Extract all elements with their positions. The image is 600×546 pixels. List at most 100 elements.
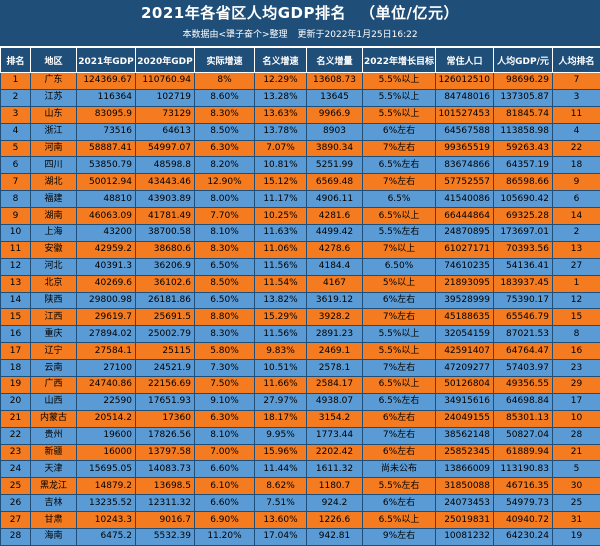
- table-cell[interactable]: 98696.29: [494, 73, 553, 90]
- table-cell[interactable]: 40269.6: [77, 275, 136, 292]
- table-cell[interactable]: 1180.7: [307, 478, 363, 495]
- table-cell[interactable]: 福建: [31, 191, 77, 208]
- table-cell[interactable]: 25691.5: [136, 309, 195, 326]
- table-cell[interactable]: 50126804: [436, 377, 494, 394]
- table-cell[interactable]: 38700.58: [136, 225, 195, 242]
- table-cell[interactable]: 16000: [77, 444, 136, 461]
- column-header[interactable]: 人均排名: [553, 48, 600, 73]
- table-cell[interactable]: 13.63%: [255, 106, 307, 123]
- table-cell[interactable]: 8%: [195, 73, 255, 90]
- table-cell[interactable]: 13608.73: [307, 73, 363, 90]
- table-cell[interactable]: 46063.09: [77, 208, 136, 225]
- table-cell[interactable]: 7%左右: [363, 309, 436, 326]
- table-cell[interactable]: 13: [1, 275, 31, 292]
- table-cell[interactable]: 48598.8: [136, 157, 195, 174]
- table-cell[interactable]: 6.30%: [195, 410, 255, 427]
- table-cell[interactable]: 46716.35: [494, 478, 553, 495]
- table-cell[interactable]: 9.10%: [195, 393, 255, 410]
- table-cell[interactable]: 22: [1, 427, 31, 444]
- table-cell[interactable]: 5251.99: [307, 157, 363, 174]
- table-cell[interactable]: 5%以上: [363, 275, 436, 292]
- table-cell[interactable]: 173697.01: [494, 225, 553, 242]
- table-cell[interactable]: 20: [1, 393, 31, 410]
- table-cell[interactable]: 42591407: [436, 343, 494, 360]
- table-cell[interactable]: 8.60%: [195, 89, 255, 106]
- table-cell[interactable]: 11.06%: [255, 241, 307, 258]
- table-cell[interactable]: 18: [1, 360, 31, 377]
- table-cell[interactable]: 10.25%: [255, 208, 307, 225]
- table-cell[interactable]: 942.81: [307, 529, 363, 546]
- table-cell[interactable]: 北京: [31, 275, 77, 292]
- table-cell[interactable]: 3: [553, 89, 600, 106]
- table-cell[interactable]: 102719: [136, 89, 195, 106]
- table-cell[interactable]: 5: [553, 461, 600, 478]
- table-cell[interactable]: 36102.6: [136, 275, 195, 292]
- table-cell[interactable]: 5: [1, 140, 31, 157]
- table-cell[interactable]: 31850088: [436, 478, 494, 495]
- table-cell[interactable]: 11.17%: [255, 191, 307, 208]
- table-cell[interactable]: 11: [553, 106, 600, 123]
- table-cell[interactable]: 36206.9: [136, 258, 195, 275]
- table-cell[interactable]: 21: [1, 410, 31, 427]
- table-cell[interactable]: 13.78%: [255, 123, 307, 140]
- table-cell[interactable]: 73516: [77, 123, 136, 140]
- table-cell[interactable]: 13645: [307, 89, 363, 106]
- table-cell[interactable]: 38680.6: [136, 241, 195, 258]
- table-cell[interactable]: 29619.7: [77, 309, 136, 326]
- table-cell[interactable]: 1773.44: [307, 427, 363, 444]
- table-cell[interactable]: 2202.42: [307, 444, 363, 461]
- table-cell[interactable]: 64698.84: [494, 393, 553, 410]
- table-cell[interactable]: 24049155: [436, 410, 494, 427]
- table-cell[interactable]: 2: [1, 89, 31, 106]
- table-cell[interactable]: 5.5%以上: [363, 73, 436, 90]
- table-cell[interactable]: 22590: [77, 393, 136, 410]
- table-cell[interactable]: 73129: [136, 106, 195, 123]
- table-cell[interactable]: 64567588: [436, 123, 494, 140]
- table-cell[interactable]: 4938.07: [307, 393, 363, 410]
- table-cell[interactable]: 75390.17: [494, 292, 553, 309]
- table-cell[interactable]: 7.70%: [195, 208, 255, 225]
- table-cell[interactable]: 19: [1, 377, 31, 394]
- table-cell[interactable]: 4184.4: [307, 258, 363, 275]
- table-cell[interactable]: 83095.9: [77, 106, 136, 123]
- table-cell[interactable]: 86598.66: [494, 174, 553, 191]
- column-header[interactable]: 排名: [1, 48, 31, 73]
- table-cell[interactable]: 58887.41: [77, 140, 136, 157]
- table-cell[interactable]: 39528999: [436, 292, 494, 309]
- table-cell[interactable]: 6%左右: [363, 123, 436, 140]
- table-cell[interactable]: 河南: [31, 140, 77, 157]
- table-cell[interactable]: 83674866: [436, 157, 494, 174]
- table-cell[interactable]: 40391.3: [77, 258, 136, 275]
- table-cell[interactable]: 6.60%: [195, 461, 255, 478]
- table-cell[interactable]: 3154.2: [307, 410, 363, 427]
- table-cell[interactable]: 59263.43: [494, 140, 553, 157]
- table-cell[interactable]: 17360: [136, 410, 195, 427]
- table-cell[interactable]: 吉林: [31, 495, 77, 512]
- table-cell[interactable]: 12311.32: [136, 495, 195, 512]
- table-cell[interactable]: 3890.34: [307, 140, 363, 157]
- table-cell[interactable]: 28: [1, 529, 31, 546]
- table-cell[interactable]: 5.5%以上: [363, 326, 436, 343]
- table-cell[interactable]: 6.5%以上: [363, 377, 436, 394]
- table-cell[interactable]: 6%左右: [363, 410, 436, 427]
- table-cell[interactable]: 9016.7: [136, 512, 195, 529]
- table-cell[interactable]: 8.30%: [195, 241, 255, 258]
- table-cell[interactable]: 3928.2: [307, 309, 363, 326]
- table-cell[interactable]: 8.00%: [195, 191, 255, 208]
- table-cell[interactable]: 3: [1, 106, 31, 123]
- table-cell[interactable]: 7.51%: [255, 495, 307, 512]
- table-cell[interactable]: 8.62%: [255, 478, 307, 495]
- table-cell[interactable]: 7: [1, 174, 31, 191]
- table-cell[interactable]: 1: [553, 275, 600, 292]
- table-cell[interactable]: 85301.13: [494, 410, 553, 427]
- table-cell[interactable]: 26181.86: [136, 292, 195, 309]
- table-cell[interactable]: 54979.73: [494, 495, 553, 512]
- column-header[interactable]: 2020年GDP: [136, 48, 195, 73]
- table-cell[interactable]: 18.17%: [255, 410, 307, 427]
- table-cell[interactable]: 84748016: [436, 89, 494, 106]
- table-cell[interactable]: 10081232: [436, 529, 494, 546]
